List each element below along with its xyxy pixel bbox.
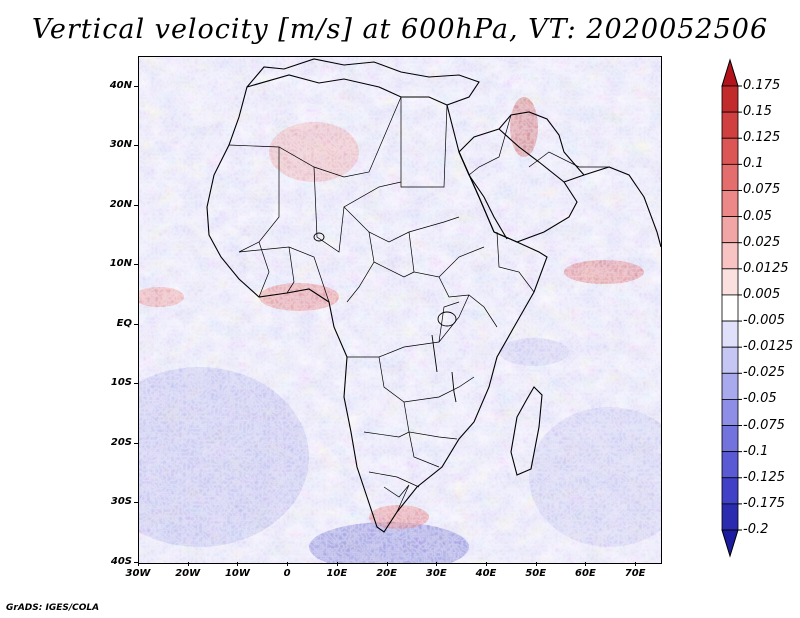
colorbar-level-label: 0.125 bbox=[743, 130, 781, 146]
colorbar-level-label: 0.175 bbox=[743, 78, 781, 93]
colorbar-level-label: 0.075 bbox=[743, 182, 781, 198]
colorbar-swatch bbox=[721, 268, 739, 296]
lon-label: 30W bbox=[125, 568, 151, 579]
colorbar-level-label: -0.2 bbox=[743, 522, 769, 537]
lat-label: 30N bbox=[109, 139, 132, 151]
map-plot-area bbox=[138, 56, 662, 564]
colorbar-level-label: 0.005 bbox=[743, 286, 781, 302]
red-sea-axis bbox=[458, 151, 508, 240]
lon-tick bbox=[386, 562, 388, 566]
lon-tick bbox=[187, 562, 189, 566]
colorbar-swatch bbox=[721, 242, 739, 270]
lon-label: 20E bbox=[376, 568, 397, 579]
lat-label: 10S bbox=[110, 377, 132, 389]
lat-label: 40N bbox=[109, 79, 132, 91]
colorbar-swatch bbox=[721, 163, 739, 191]
lon-label: 60E bbox=[575, 568, 596, 579]
lake-chad bbox=[313, 232, 325, 242]
lon-tick bbox=[287, 562, 289, 566]
lakes bbox=[313, 232, 457, 403]
lat-tick bbox=[134, 562, 138, 563]
lat-tick bbox=[134, 204, 138, 206]
lat-label: 20S bbox=[110, 436, 132, 448]
field-texture bbox=[139, 57, 661, 563]
lake-victoria bbox=[437, 311, 457, 327]
lat-label: 20N bbox=[109, 198, 132, 210]
madagascar-coastline bbox=[510, 386, 543, 476]
lat-tick bbox=[134, 145, 138, 147]
velocity-field-map bbox=[139, 57, 661, 563]
colorbar-level-label: -0.125 bbox=[743, 469, 785, 485]
lon-label: 30E bbox=[425, 568, 447, 579]
lon-label: 0 bbox=[283, 568, 291, 579]
lake-tanganyika bbox=[431, 334, 438, 373]
lat-tick bbox=[134, 502, 138, 504]
grads-credit: GrADS: IGES/COLA bbox=[6, 603, 100, 613]
colorbar-level-label: -0.1 bbox=[743, 443, 769, 459]
lon-tick bbox=[635, 562, 637, 566]
colorbar-swatch bbox=[721, 216, 739, 244]
colorbar-swatch bbox=[721, 85, 739, 113]
lat-label: 40S bbox=[110, 556, 132, 567]
lat-tick bbox=[134, 323, 138, 325]
colorbar-min-triangle bbox=[721, 529, 739, 558]
colorbar-level-label: -0.005 bbox=[743, 313, 785, 329]
lon-tick bbox=[436, 562, 438, 566]
lat-tick bbox=[134, 442, 138, 444]
colorbar-level-label: -0.075 bbox=[743, 417, 785, 433]
colorbar-swatch bbox=[721, 372, 739, 400]
colorbar-level-label: -0.175 bbox=[743, 495, 785, 511]
colorbar-level-label: 0.05 bbox=[743, 208, 772, 224]
colorbar-swatch bbox=[721, 190, 739, 217]
lon-tick bbox=[336, 562, 338, 566]
lon-label: 10E bbox=[326, 568, 348, 579]
caspian-gulf-coast bbox=[498, 111, 585, 176]
lon-label: 70E bbox=[624, 568, 646, 579]
lake-malawi bbox=[451, 371, 457, 403]
lat-label: EQ bbox=[116, 317, 132, 329]
lon-label: 40E bbox=[475, 568, 497, 579]
colorbar-level-label: 0.1 bbox=[743, 156, 764, 172]
colorbar-max-triangle bbox=[721, 58, 739, 87]
colorbar-level-label: -0.025 bbox=[743, 365, 785, 381]
colorbar-swatch bbox=[721, 399, 739, 426]
colorbar-level-label: -0.05 bbox=[743, 391, 777, 407]
mediterranean-north-coastline bbox=[246, 58, 480, 106]
colorbar-level-label: 0.025 bbox=[743, 234, 781, 250]
colorbar-swatch bbox=[721, 346, 739, 374]
colorbar-swatch bbox=[721, 320, 739, 348]
colorbar-swatch bbox=[721, 425, 739, 453]
lat-tick bbox=[134, 264, 138, 266]
colorbar-swatch bbox=[721, 451, 739, 479]
lat-tick bbox=[134, 85, 138, 87]
lon-tick bbox=[585, 562, 587, 566]
colorbar-level-label: -0.0125 bbox=[743, 339, 794, 355]
lon-tick bbox=[535, 562, 537, 566]
lon-label: 10W bbox=[224, 568, 250, 579]
country-borders bbox=[228, 96, 609, 513]
lat-label: 30S bbox=[110, 496, 132, 508]
lon-label: 50E bbox=[525, 568, 547, 579]
lon-tick bbox=[237, 562, 239, 566]
colorbar-swatch bbox=[721, 111, 739, 139]
lon-tick bbox=[138, 562, 139, 566]
colorbar-swatch bbox=[721, 137, 739, 165]
colorbar-level-label: 0.15 bbox=[743, 104, 772, 120]
colorbar-swatch bbox=[721, 503, 739, 531]
chart-title: Vertical velocity [m/s] at 600hPa, VT: 2… bbox=[31, 14, 769, 45]
lat-tick bbox=[134, 383, 138, 385]
lon-label: 20W bbox=[175, 568, 201, 579]
colorbar-swatch bbox=[721, 294, 739, 322]
lat-label: 10N bbox=[109, 258, 132, 270]
colorbar-level-label: 0.0125 bbox=[743, 260, 789, 276]
colorbar-swatch bbox=[721, 477, 739, 505]
lon-tick bbox=[486, 562, 487, 566]
